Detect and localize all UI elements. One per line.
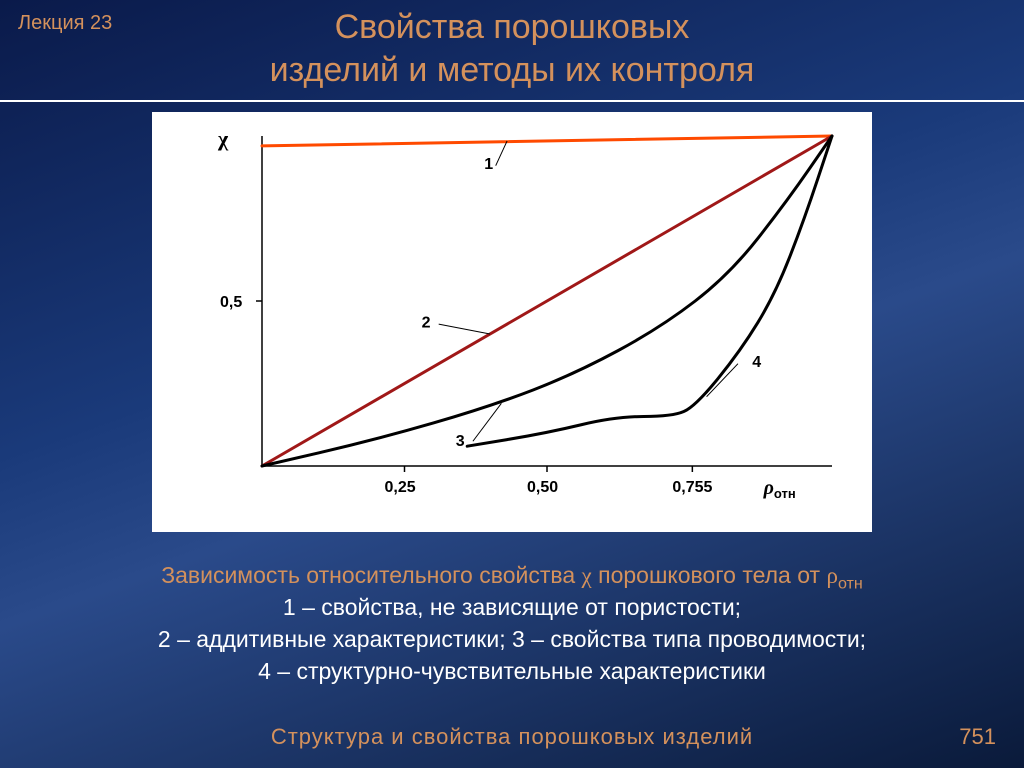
svg-text:3: 3 xyxy=(456,433,465,450)
caption-line-4: 4 – структурно-чувствительные характерис… xyxy=(0,656,1024,687)
title-divider xyxy=(0,100,1024,102)
slide-title: Свойства порошковых изделий и методы их … xyxy=(0,6,1024,91)
caption-text: порошкового тела от xyxy=(592,562,827,588)
caption-line-3: 2 – аддитивные характеристики; 3 – свойс… xyxy=(0,624,1024,655)
chi-symbol: χ xyxy=(582,563,592,588)
chart-container: 0,5 0,25 0,50 0,755 χ ρотн 1 2 3 4 xyxy=(152,112,872,532)
svg-text:χ: χ xyxy=(217,126,229,151)
svg-text:4: 4 xyxy=(752,354,761,371)
svg-text:0,5: 0,5 xyxy=(220,294,242,311)
title-line-1: Свойства порошковых xyxy=(335,8,690,46)
caption-line-1: Зависимость относительного свойства χ по… xyxy=(0,560,1024,595)
svg-text:ρотн: ρотн xyxy=(763,477,796,501)
svg-text:0,755: 0,755 xyxy=(672,479,712,496)
svg-text:0,50: 0,50 xyxy=(527,479,558,496)
caption-line-2: 1 – свойства, не зависящие от пористости… xyxy=(0,592,1024,623)
rho-subscript: отн xyxy=(838,575,863,593)
svg-text:2: 2 xyxy=(422,314,431,331)
page-number: 751 xyxy=(959,724,996,750)
title-line-2: изделий и методы их контроля xyxy=(270,51,755,89)
rho-symbol: ρ xyxy=(826,563,837,588)
svg-text:1: 1 xyxy=(484,156,493,173)
svg-text:0,25: 0,25 xyxy=(385,479,416,496)
caption-text: Зависимость относительного свойства xyxy=(161,562,581,588)
footer-text: Структура и свойства порошковых изделий xyxy=(0,724,1024,750)
chart-svg: 0,5 0,25 0,50 0,755 χ ρотн 1 2 3 4 xyxy=(152,112,872,532)
